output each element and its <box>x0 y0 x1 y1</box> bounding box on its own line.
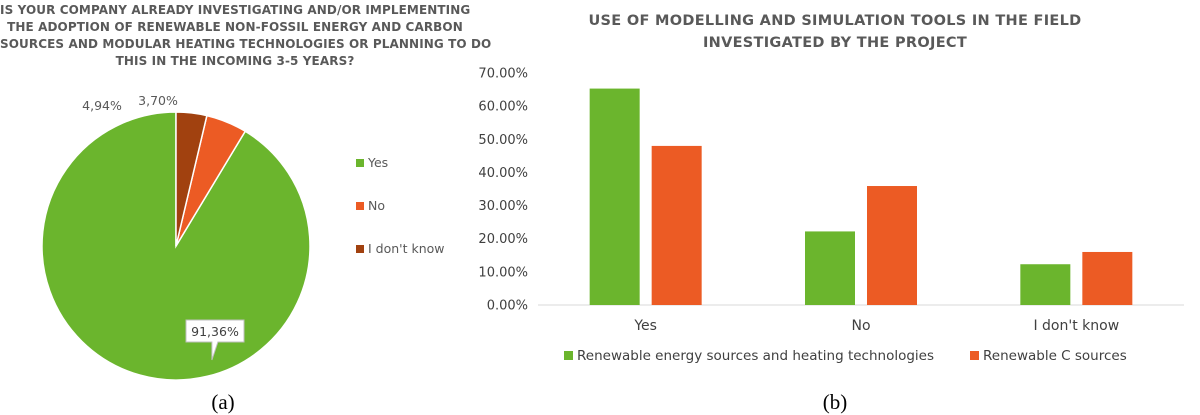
pie-chart: 91,36% 4,94% 3,70% Yes No I don't know <box>41 93 445 381</box>
bar-renewable-c-yes <box>651 145 702 305</box>
bar-renewable-energy-no <box>805 231 855 305</box>
pie-chart-title: IS YOUR COMPANY ALREADY INVESTIGATING AN… <box>0 2 492 70</box>
legend-label-renewable-c: Renewable C sources <box>983 348 1127 364</box>
y-tick-label: 20.00% <box>478 232 528 247</box>
pie-data-label-no: 4,94% <box>82 98 122 113</box>
pie-chart-panel: IS YOUR COMPANY ALREADY INVESTIGATING AN… <box>0 0 492 415</box>
bar-renewable-c-i-dont-know <box>1082 251 1133 305</box>
legend-label-yes: Yes <box>367 155 388 170</box>
x-tick-label: No <box>851 318 870 334</box>
pie-data-label-yes: 91,36% <box>191 324 239 339</box>
legend-swatch-i-dont-know <box>356 245 364 253</box>
caption-a: (a) <box>211 390 235 414</box>
y-tick-label: 30.00% <box>478 199 528 214</box>
bar-chart-title: USE OF MODELLING AND SIMULATION TOOLS IN… <box>470 10 1200 54</box>
bar-renewable-energy-yes <box>589 88 640 305</box>
bar-title-line: USE OF MODELLING AND SIMULATION TOOLS IN… <box>588 13 1082 29</box>
y-tick-label: 60.00% <box>478 100 528 115</box>
yes-label-callout <box>185 319 245 361</box>
pie-slice-i-dont-know <box>175 111 208 247</box>
legend-swatch-renewable-energy <box>564 351 573 360</box>
y-tick-label: 10.00% <box>478 265 528 280</box>
pie-title-line: THIS IN THE INCOMING 3-5 YEARS? <box>115 54 355 68</box>
x-tick-label: I don't know <box>1033 318 1119 334</box>
x-tick-label: Yes <box>633 318 657 334</box>
bar-chart: 0.00% 10.00% 20.00% 30.00% 40.00% 50.00% 60.00… <box>478 67 1184 364</box>
pie-title-line: IS YOUR COMPANY ALREADY INVESTIGATING AN… <box>0 3 471 17</box>
y-tick-label: 40.00% <box>478 166 528 181</box>
legend-swatch-no <box>356 202 364 210</box>
bar-chart-panel: USE OF MODELLING AND SIMULATION TOOLS IN… <box>470 0 1200 415</box>
bar-renewable-energy-i-dont-know <box>1020 264 1071 305</box>
pie-data-label-i-dont-know: 3,70% <box>138 93 178 108</box>
y-tick-label: 50.00% <box>478 133 528 148</box>
legend-label-renewable-energy: Renewable energy sources and heating tec… <box>577 348 934 364</box>
y-tick-label: 0.00% <box>487 299 528 314</box>
bar-renewable-c-no <box>867 186 917 305</box>
bar-title-line: INVESTIGATED BY THE PROJECT <box>702 35 968 51</box>
legend-swatch-yes <box>356 159 364 167</box>
legend-label-i-dont-know: I don't know <box>368 241 445 256</box>
legend-label-no: No <box>368 198 385 213</box>
pie-title-line: SOURCES AND MODULAR HEATING TECHNOLOGIES… <box>0 37 492 51</box>
pie-title-line: THE ADOPTION OF RENEWABLE NON-FOSSIL ENE… <box>7 20 463 34</box>
y-tick-label: 70.00% <box>478 67 528 82</box>
legend-swatch-renewable-c <box>970 351 979 360</box>
caption-b: (b) <box>822 390 848 414</box>
